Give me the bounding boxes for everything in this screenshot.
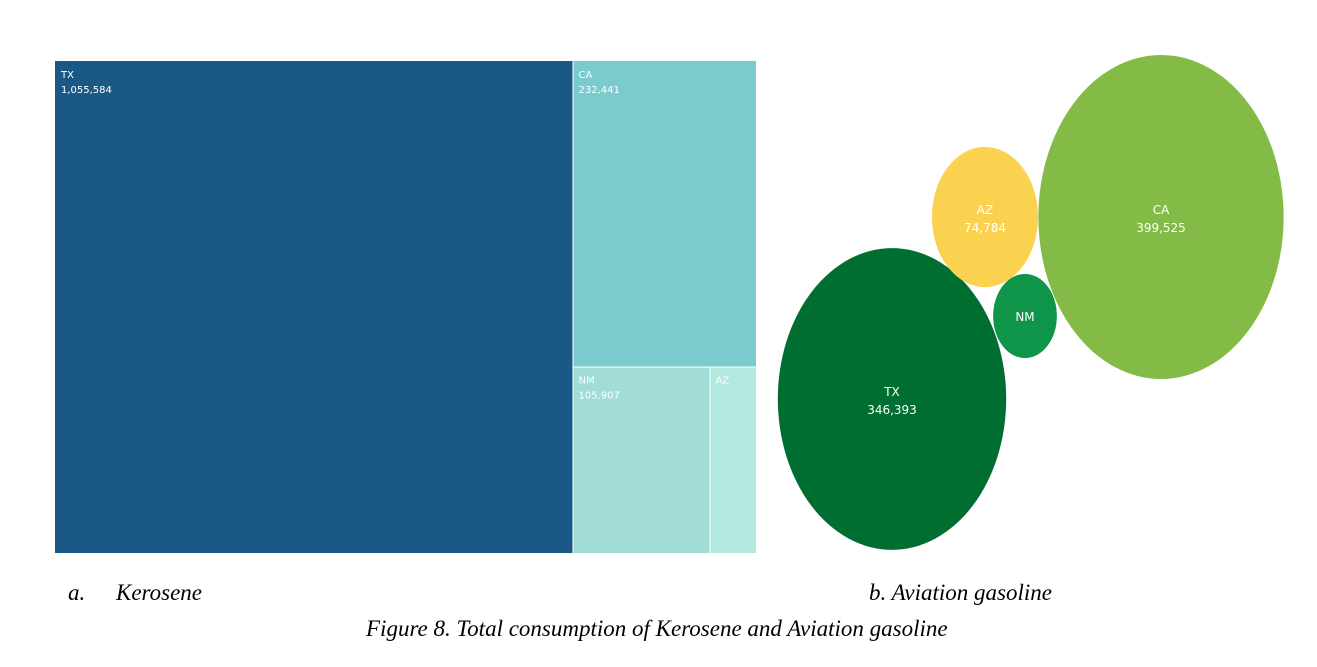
treemap-cell-nm <box>573 367 710 553</box>
bubble-label-tx: TX <box>883 385 900 399</box>
bubble-az <box>931 146 1039 288</box>
bubble-value-tx: 346,393 <box>867 403 917 417</box>
bubble-label-az: AZ <box>977 203 993 217</box>
bubble-value-az: 74,784 <box>964 221 1006 235</box>
treemap-value-tx: 1,055,584 <box>61 85 112 96</box>
aviation-gasoline-caption: b. Aviation gasoline <box>869 580 1052 605</box>
treemap-label-ca: CA <box>578 70 592 81</box>
bubble-label-nm: NM <box>1015 310 1034 324</box>
kerosene-caption: Kerosene <box>116 580 203 605</box>
treemap-label-tx: TX <box>60 70 74 81</box>
treemap-value-ca: 232,441 <box>578 85 619 96</box>
bubble-ca <box>1038 55 1284 379</box>
treemap-value-nm: 105,907 <box>578 390 619 401</box>
bubble-tx <box>777 248 1007 550</box>
treemap-cell-az <box>710 367 756 553</box>
bubble-label-ca: CA <box>1153 203 1170 217</box>
bubble-value-ca: 399,525 <box>1136 221 1186 235</box>
kerosene-treemap: TX 1,055,584 CA 232,441 NM 105,907 AZ <box>55 61 756 553</box>
treemap-cell-ca <box>573 61 756 367</box>
bubble-nm <box>993 273 1057 359</box>
treemap-label-az: AZ <box>715 375 729 386</box>
kerosene-caption-letter: a. <box>68 580 86 605</box>
aviation-gasoline-bubble-chart: CA 399,525 TX 346,393 AZ 74,784 NM <box>777 55 1284 550</box>
treemap-cell-tx <box>55 61 573 553</box>
figure-title: Figure 8. Total consumption of Kerosene … <box>366 616 948 641</box>
treemap-label-nm: NM <box>578 375 594 386</box>
